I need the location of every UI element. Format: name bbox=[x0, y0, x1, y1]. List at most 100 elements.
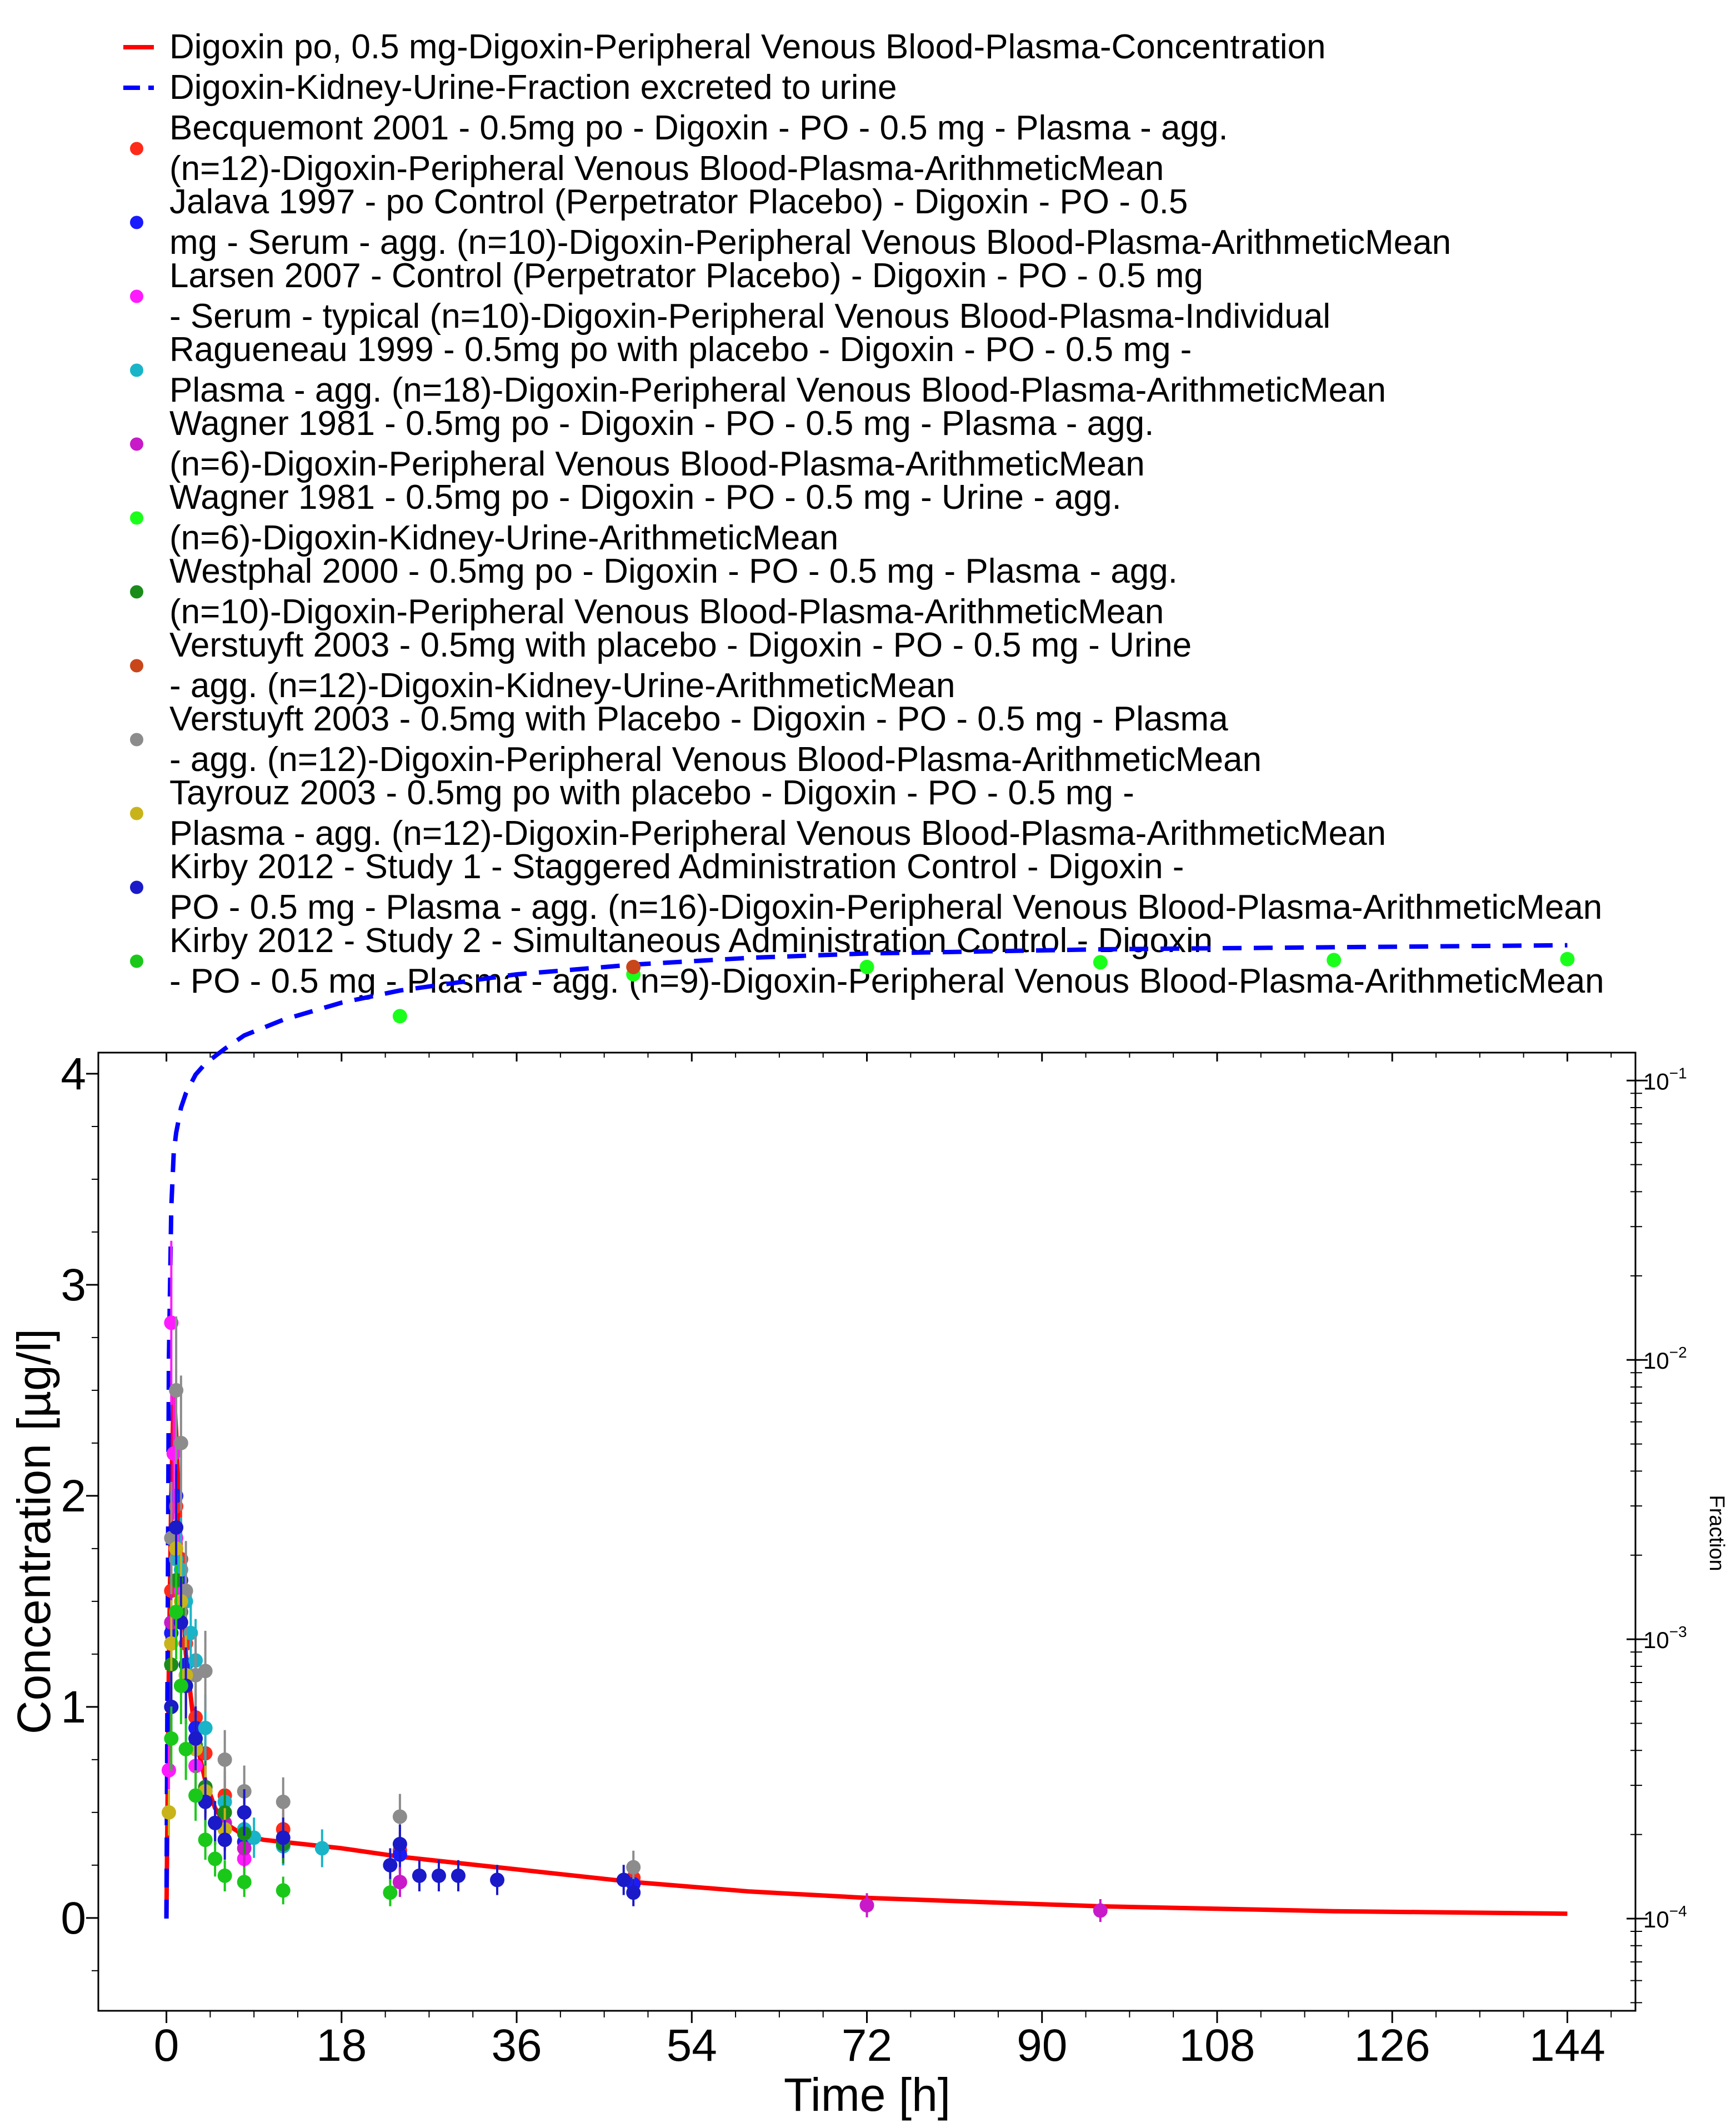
legend-label-line: Wagner 1981 - 0.5mg po - Digoxin - PO - … bbox=[169, 404, 1154, 443]
y2-tick-label: 10−3 bbox=[1643, 1623, 1687, 1653]
legend-label: Wagner 1981 - 0.5mg po - Digoxin - PO - … bbox=[169, 404, 1154, 483]
legend-marker-swatch bbox=[130, 954, 143, 968]
data-point bbox=[183, 1625, 198, 1640]
legend-entry: Wagner 1981 - 0.5mg po - Digoxin - PO - … bbox=[130, 478, 1122, 557]
legend-marker-swatch bbox=[130, 289, 143, 303]
y-tick-label: 3 bbox=[61, 1260, 86, 1310]
data-point bbox=[217, 1752, 232, 1767]
legend-label-line: Becquemont 2001 - 0.5mg po - Digoxin - P… bbox=[169, 109, 1228, 147]
legend-marker-swatch bbox=[130, 216, 143, 229]
data-point bbox=[198, 1720, 213, 1735]
data-point bbox=[237, 1805, 252, 1820]
legend-label-line: Kirby 2012 - Study 1 - Staggered Adminis… bbox=[169, 848, 1184, 886]
y-tick-label: 2 bbox=[61, 1471, 86, 1521]
y-axis-label: Concentration [µg/l] bbox=[8, 1329, 60, 1734]
y2-axis-label: Fraction bbox=[1705, 1495, 1728, 1571]
x-tick-label: 126 bbox=[1354, 2020, 1430, 2071]
legend-entry: Digoxin-Kidney-Urine-Fraction excreted t… bbox=[123, 68, 897, 107]
data-point bbox=[451, 1868, 466, 1883]
legend: Digoxin po, 0.5 mg-Digoxin-Peripheral Ve… bbox=[123, 28, 1604, 1000]
legend-marker-swatch bbox=[130, 511, 143, 525]
y2-tick-exponent: −4 bbox=[1669, 1902, 1687, 1920]
data-point bbox=[208, 1815, 223, 1830]
legend-label-line: (n=10)-Digoxin-Peripheral Venous Blood-P… bbox=[169, 593, 1164, 631]
legend-label-line: mg - Serum - agg. (n=10)-Digoxin-Periphe… bbox=[169, 223, 1451, 262]
legend-label-line: - Serum - typical (n=10)-Digoxin-Periphe… bbox=[169, 297, 1330, 336]
legend-label-line: (n=6)-Digoxin-Peripheral Venous Blood-Pl… bbox=[169, 445, 1145, 483]
legend-entry: Ragueneau 1999 - 0.5mg po with placebo -… bbox=[130, 331, 1386, 409]
legend-entry: Verstuyft 2003 - 0.5mg with Placebo - Di… bbox=[130, 700, 1262, 779]
x-tick-label: 18 bbox=[316, 2020, 367, 2071]
data-point bbox=[412, 1868, 427, 1883]
legend-entry: Becquemont 2001 - 0.5mg po - Digoxin - P… bbox=[130, 109, 1228, 188]
y2-tick-base: 10 bbox=[1643, 1348, 1669, 1374]
legend-label-line: - agg. (n=12)-Digoxin-Kidney-Urine-Arith… bbox=[169, 667, 955, 705]
legend-label: Verstuyft 2003 - 0.5mg with Placebo - Di… bbox=[169, 700, 1262, 779]
legend-label: Kirby 2012 - Study 2 - Simultaneous Admi… bbox=[169, 922, 1604, 1000]
legend-label-line: Plasma - agg. (n=18)-Digoxin-Peripheral … bbox=[169, 371, 1386, 409]
legend-marker-swatch bbox=[130, 585, 143, 599]
legend-label: Becquemont 2001 - 0.5mg po - Digoxin - P… bbox=[169, 109, 1228, 188]
y-tick-label: 4 bbox=[61, 1049, 86, 1099]
data-point bbox=[314, 1841, 329, 1856]
legend-marker-swatch bbox=[130, 659, 143, 673]
x-tick-label: 36 bbox=[491, 2020, 542, 2071]
data-point bbox=[161, 1805, 176, 1820]
legend-marker-swatch bbox=[130, 807, 143, 820]
legend-label: Digoxin-Kidney-Urine-Fraction excreted t… bbox=[169, 68, 897, 107]
y2-tick-base: 10 bbox=[1643, 1068, 1669, 1094]
data-point bbox=[164, 1731, 179, 1746]
data-point bbox=[626, 959, 641, 974]
data-point bbox=[169, 1604, 184, 1619]
data-point bbox=[164, 1315, 179, 1330]
data-point bbox=[276, 1830, 291, 1845]
data-point bbox=[859, 1898, 874, 1913]
series-line-1 bbox=[164, 943, 1568, 1919]
data-point bbox=[383, 1885, 398, 1900]
legend-marker-swatch bbox=[130, 437, 143, 451]
y-tick-label: 0 bbox=[61, 1893, 86, 1944]
data-point bbox=[392, 1836, 407, 1851]
y2-tick-exponent: −3 bbox=[1669, 1623, 1687, 1640]
legend-label-line: Verstuyft 2003 - 0.5mg with Placebo - Di… bbox=[169, 700, 1228, 738]
data-point bbox=[1093, 955, 1108, 970]
legend-label-line: Plasma - agg. (n=12)-Digoxin-Peripheral … bbox=[169, 814, 1386, 853]
legend-label: Kirby 2012 - Study 1 - Staggered Adminis… bbox=[169, 848, 1602, 927]
data-point bbox=[188, 1731, 203, 1746]
legend-label-line: (n=6)-Digoxin-Kidney-Urine-ArithmeticMea… bbox=[169, 519, 838, 557]
legend-label-line: Ragueneau 1999 - 0.5mg po with placebo -… bbox=[169, 331, 1192, 369]
legend-entry: Westphal 2000 - 0.5mg po - Digoxin - PO … bbox=[130, 552, 1178, 631]
data-point bbox=[217, 1868, 232, 1883]
legend-label-line: Larsen 2007 - Control (Perpetrator Place… bbox=[169, 257, 1203, 295]
legend-label-line: (n=12)-Digoxin-Peripheral Venous Blood-P… bbox=[169, 149, 1164, 188]
legend-entry: Verstuyft 2003 - 0.5mg with placebo - Di… bbox=[130, 626, 1192, 705]
data-point bbox=[616, 1872, 631, 1887]
data-point bbox=[173, 1435, 188, 1450]
data-point bbox=[490, 1872, 505, 1887]
data-point bbox=[237, 1875, 252, 1890]
x-tick-label: 54 bbox=[667, 2020, 717, 2071]
data-point bbox=[169, 1383, 184, 1398]
data-point bbox=[198, 1664, 213, 1679]
x-tick-label: 144 bbox=[1529, 2020, 1605, 2071]
y2-tick-base: 10 bbox=[1643, 1906, 1669, 1932]
x-tick-label: 72 bbox=[842, 2020, 892, 2071]
legend-label: Digoxin po, 0.5 mg-Digoxin-Peripheral Ve… bbox=[169, 28, 1326, 66]
data-point bbox=[164, 1636, 179, 1651]
legend-label-line: Wagner 1981 - 0.5mg po - Digoxin - PO - … bbox=[169, 478, 1122, 517]
marks-group bbox=[161, 943, 1575, 1922]
y2-tick-label: 10−1 bbox=[1643, 1064, 1687, 1094]
legend-marker-swatch bbox=[130, 363, 143, 377]
legend-entry: Digoxin po, 0.5 mg-Digoxin-Peripheral Ve… bbox=[123, 28, 1326, 66]
axes-group: 0 18 36 54 72 90 108 126 1440123410−410−310−210−… bbox=[61, 1049, 1687, 2071]
data-point bbox=[1093, 1903, 1108, 1918]
legend-label: Westphal 2000 - 0.5mg po - Digoxin - PO … bbox=[169, 552, 1178, 631]
data-point bbox=[626, 1885, 641, 1900]
data-point bbox=[392, 1809, 407, 1824]
legend-label-line: Tayrouz 2003 - 0.5mg po with placebo - D… bbox=[169, 774, 1134, 812]
data-point bbox=[169, 1520, 184, 1535]
y2-tick-label: 10−2 bbox=[1643, 1344, 1687, 1374]
